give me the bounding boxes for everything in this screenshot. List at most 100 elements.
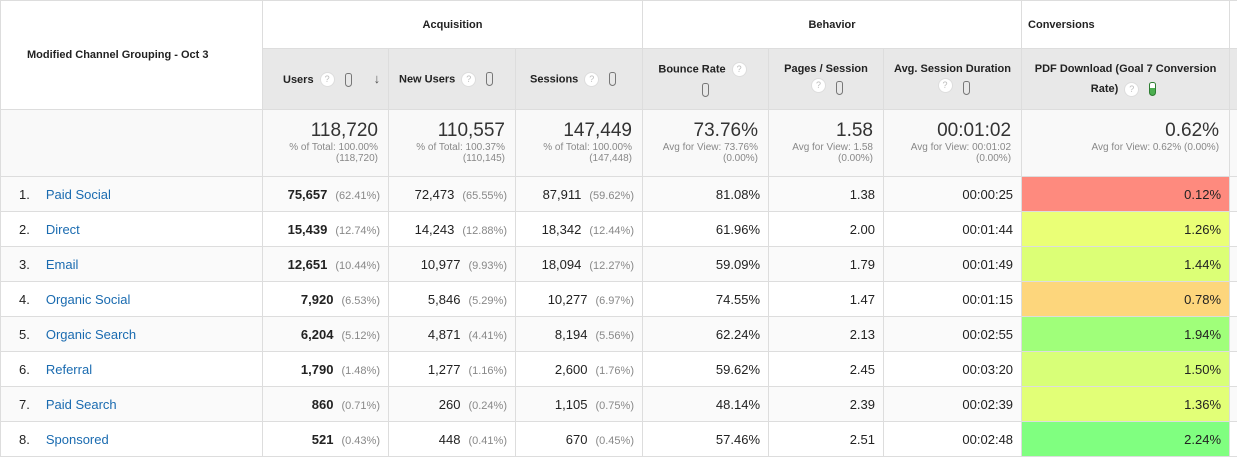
- bounce-rate-cell: 74.55%: [642, 281, 769, 317]
- bounce-rate-cell: 61.96%: [642, 211, 769, 247]
- pdf-download-cell: 1.26%: [1021, 211, 1231, 247]
- pages-session-cell: 1.38: [768, 176, 884, 212]
- avg-duration-cell: 00:00:25: [882, 176, 1023, 212]
- heatmap-icon[interactable]: [486, 72, 494, 86]
- sort-desc-icon[interactable]: ↓: [373, 70, 381, 86]
- users-cell: 75,657 (62.41%): [262, 176, 389, 212]
- new-users-cell: 5,846 (5.29%): [388, 281, 516, 317]
- total-pdf-download: 0.62% Avg for View: 0.62% (0.00%): [1021, 109, 1231, 177]
- avg-duration-cell: 00:03:20: [882, 351, 1023, 387]
- sessions-cell: 2,600 (1.76%): [515, 351, 643, 387]
- group-behavior: Behavior: [641, 0, 1023, 49]
- pages-session-cell: 2.13: [768, 316, 884, 352]
- pdf-download-cell: 1.50%: [1021, 351, 1231, 387]
- bounce-rate-cell: 57.46%: [642, 421, 769, 457]
- bounce-rate-cell: 48.14%: [642, 386, 769, 422]
- users-cell: 860 (0.71%): [262, 386, 389, 422]
- table-row: 4. Organic Social 7,920 (6.53%) 5,846 (5.29…: [0, 281, 1237, 317]
- heatmap-icon[interactable]: [609, 72, 617, 86]
- new-users-cell: 10,977 (9.93%): [388, 246, 516, 282]
- avg-duration-cell: 00:02:48: [882, 421, 1023, 457]
- new-users-cell: 448 (0.41%): [388, 421, 516, 457]
- table-row: 2. Direct 15,439 (12.74%) 14,243 (12.88%) 1…: [0, 211, 1237, 247]
- new-users-cell: 14,243 (12.88%): [388, 211, 516, 247]
- channel-cell: 1. Paid Social: [0, 176, 263, 212]
- bounce-rate-cell: 59.09%: [642, 246, 769, 282]
- channel-link[interactable]: Referral: [45, 361, 93, 377]
- pages-session-cell: 1.79: [768, 246, 884, 282]
- heatmap-icon[interactable]: [962, 81, 970, 95]
- new-users-cell: 260 (0.24%): [388, 386, 516, 422]
- sessions-cell: 670 (0.45%): [515, 421, 643, 457]
- channel-link[interactable]: Paid Search: [45, 396, 117, 412]
- sessions-cell: 18,342 (12.44%): [515, 211, 643, 247]
- pdf-download-cell: 0.78%: [1021, 281, 1231, 317]
- channel-link[interactable]: Sponsored: [45, 431, 109, 447]
- sessions-cell: 18,094 (12.27%): [515, 246, 643, 282]
- bounce-rate-cell: 81.08%: [642, 176, 769, 212]
- col-avg-duration[interactable]: Avg. Session Duration?: [882, 48, 1023, 110]
- help-icon[interactable]: ?: [584, 71, 600, 87]
- dimension-header[interactable]: Modified Channel Grouping - Oct 3: [0, 0, 263, 110]
- users-cell: 15,439 (12.74%): [262, 211, 389, 247]
- table-row: 7. Paid Search 860 (0.71%) 260 (0.24%) 1,10…: [0, 386, 1237, 422]
- table-row: 8. Sponsored 521 (0.43%) 448 (0.41%) 670 (0.…: [0, 421, 1237, 457]
- channel-cell: 8. Sponsored: [0, 421, 263, 457]
- users-cell: 6,204 (5.12%): [262, 316, 389, 352]
- col-pdf-download[interactable]: PDF Download (Goal 7 Conversion Rate)?: [1021, 48, 1231, 110]
- users-cell: 7,920 (6.53%): [262, 281, 389, 317]
- avg-duration-cell: 00:01:44: [882, 211, 1023, 247]
- pages-session-cell: 2.51: [768, 421, 884, 457]
- pages-session-cell: 1.47: [768, 281, 884, 317]
- channel-link[interactable]: Email: [45, 256, 79, 272]
- totals-row: 118,720% of Total: 100.00% (118,720) 110,…: [0, 109, 1237, 177]
- help-icon[interactable]: ?: [1124, 81, 1140, 97]
- col-users[interactable]: Users? ↓: [262, 48, 389, 110]
- heatmap-icon-active[interactable]: [1149, 82, 1157, 97]
- help-icon[interactable]: ?: [811, 77, 826, 93]
- col-pages-session[interactable]: Pages / Session?: [768, 48, 884, 110]
- new-users-cell: 4,871 (4.41%): [388, 316, 516, 352]
- help-icon[interactable]: ?: [937, 77, 953, 93]
- channel-link[interactable]: Direct: [45, 221, 80, 237]
- channel-cell: 6. Referral: [0, 351, 263, 387]
- pages-session-cell: 2.39: [768, 386, 884, 422]
- users-cell: 521 (0.43%): [262, 421, 389, 457]
- pages-session-cell: 2.00: [768, 211, 884, 247]
- pdf-download-cell: 1.94%: [1021, 316, 1231, 352]
- new-users-cell: 72,473 (65.55%): [388, 176, 516, 212]
- help-icon[interactable]: ?: [731, 61, 747, 77]
- channel-link[interactable]: Paid Social: [45, 186, 111, 202]
- avg-duration-cell: 00:01:15: [882, 281, 1023, 317]
- users-cell: 1,790 (1.48%): [262, 351, 389, 387]
- pdf-download-cell: 1.36%: [1021, 386, 1231, 422]
- table-row: 5. Organic Search 6,204 (5.12%) 4,871 (4.41…: [0, 316, 1237, 352]
- col-sessions[interactable]: Sessions?: [515, 48, 643, 110]
- help-icon[interactable]: ?: [461, 71, 477, 87]
- channel-cell: 5. Organic Search: [0, 316, 263, 352]
- channel-link[interactable]: Organic Search: [45, 326, 137, 342]
- table-row: 6. Referral 1,790 (1.48%) 1,277 (1.16%) 2,6…: [0, 351, 1237, 387]
- help-icon[interactable]: ?: [319, 72, 335, 88]
- channel-cell: 3. Email: [0, 246, 263, 282]
- heatmap-icon[interactable]: [702, 82, 709, 97]
- new-users-cell: 1,277 (1.16%): [388, 351, 516, 387]
- total-bounce-rate: 73.76% Avg for View: 73.76% (0.00%): [642, 109, 769, 177]
- bounce-rate-cell: 59.62%: [642, 351, 769, 387]
- heatmap-icon[interactable]: [836, 81, 843, 95]
- col-new-users[interactable]: New Users?: [388, 48, 516, 110]
- pdf-download-cell: 1.44%: [1021, 246, 1231, 282]
- avg-duration-cell: 00:02:55: [882, 316, 1023, 352]
- group-acquisition: Acquisition: [262, 0, 643, 49]
- total-pages-session: 1.58 Avg for View: 1.58 (0.00%): [768, 109, 884, 177]
- channel-link[interactable]: Organic Social: [45, 291, 131, 307]
- sessions-cell: 10,277 (6.97%): [515, 281, 643, 317]
- bounce-rate-cell: 62.24%: [642, 316, 769, 352]
- heatmap-icon[interactable]: [344, 72, 352, 87]
- pdf-download-cell: 2.24%: [1021, 421, 1231, 457]
- pages-session-cell: 2.45: [768, 351, 884, 387]
- sessions-cell: 87,911 (59.62%): [515, 176, 643, 212]
- total-sessions: 147,449% of Total: 100.00% (147,448): [515, 109, 643, 177]
- col-bounce-rate[interactable]: Bounce Rate?: [642, 48, 769, 110]
- total-new-users: 110,557% of Total: 100.37% (110,145): [388, 109, 516, 177]
